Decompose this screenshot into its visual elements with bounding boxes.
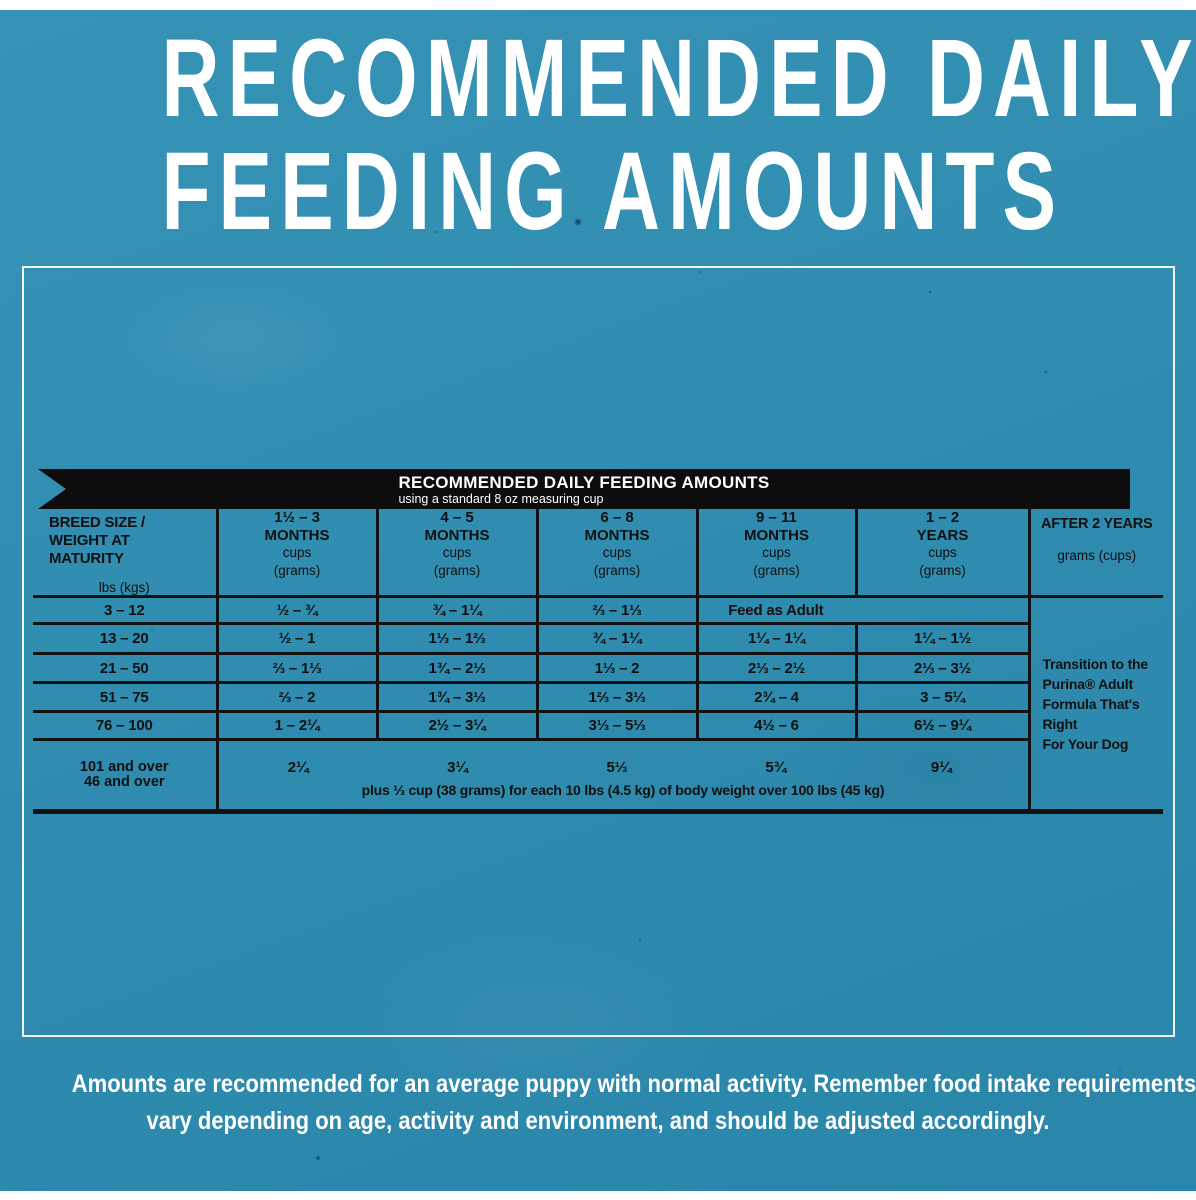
amount-cell: 1⅓ – 2: [537, 652, 699, 683]
header-unit-grams: (grams): [273, 562, 321, 578]
table-header-row: BREED SIZE / WEIGHT AT MATURITY lbs (kgs…: [33, 509, 1163, 598]
amount-cell: 2¼: [287, 759, 309, 776]
amount-cell: 5¾: [765, 759, 787, 776]
header-1-2-years: 1 – 2 YEARS cups (grams): [856, 509, 1031, 598]
header-range: 9 – 11: [756, 509, 797, 526]
header-unit-grams: (grams): [433, 562, 481, 578]
header-range: 4 – 5: [440, 509, 474, 526]
table-outline-box: [22, 266, 1175, 1037]
header-unit-cups: cups: [762, 545, 791, 560]
amount-cell: 1¾ – 3⅓: [377, 681, 539, 712]
table-row-21-50: 21 – 50 ⅔ – 1⅓ 1¾ – 2⅓ 1⅓ – 2 2⅓ – 2½ 2⅓…: [33, 652, 1163, 683]
table-row-51-75: 51 – 75 ⅔ – 2 1¾ – 3⅓ 1⅔ – 3⅓ 2¾ – 4 3 –…: [33, 681, 1163, 712]
page-title-line2: FEEDING AMOUNTS: [161, 130, 1065, 253]
page-title: RECOMMENDED DAILY FEEDING AMOUNTS: [0, 22, 1196, 248]
weight-cell: 21 – 50: [33, 652, 219, 683]
footer-disclaimer: Amounts are recommended for an average p…: [0, 1066, 1196, 1140]
transition-note-line: Purina® Adult: [1042, 675, 1134, 692]
footer-line1: Amounts are recommended for an average p…: [71, 1070, 1196, 1098]
header-unit-grams: (grams): [753, 562, 800, 578]
last-row-merged-cell: 2¼ 3¼ 5⅓ 5¾ 9¼ plus ⅓ cup (38 grams) for…: [217, 738, 1031, 814]
amount-cell: 3⅓ – 5⅓: [537, 710, 699, 740]
header-period: MONTHS: [424, 526, 490, 544]
header-1-5-3-months: 1½ – 3 MONTHS cups (grams): [217, 509, 379, 598]
amount-cell: 2¾ – 4: [697, 681, 858, 712]
table-row-13-20: 13 – 20 ½ – 1 1⅓ – 1⅔ ¾ – 1¼ 1¼ – 1¼ 1¼ …: [33, 622, 1163, 654]
footer-line2: vary depending on age, activity and envi…: [146, 1107, 1050, 1135]
header-unit-cups: cups: [282, 545, 312, 560]
table-row-3-12: 3 – 12 ½ – ¾ ¾ – 1¼ ⅔ – 1⅓ Feed as Adult…: [33, 595, 1163, 814]
table-banner-subtitle: using a standard 8 oz measuring cup: [398, 492, 604, 506]
header-range: 1 – 2: [925, 509, 960, 526]
weight-line1: 101 and over: [79, 759, 169, 775]
header-breed-size-title: BREED SIZE / WEIGHT AT MATURITY: [49, 514, 145, 567]
amount-cell: 4½ – 6: [697, 710, 858, 740]
amount-cell: 5⅓: [606, 759, 628, 776]
header-period: MONTHS: [264, 526, 330, 544]
table-banner-ribbon: RECOMMENDED DAILY FEEDING AMOUNTS using …: [38, 469, 1130, 509]
transition-note-line: Formula That's Right: [1042, 695, 1140, 732]
header-after-title: AFTER 2 YEARS: [1040, 516, 1153, 532]
header-breed-size: BREED SIZE / WEIGHT AT MATURITY lbs (kgs…: [33, 509, 219, 598]
amount-cell: ¾ – 1¼: [537, 622, 699, 654]
amount-cell: ½ – 1: [217, 622, 379, 654]
amount-cell: ⅔ – 1⅓: [217, 652, 379, 683]
amount-cell: 2½ – 3¼: [377, 710, 539, 740]
weight-cell: 76 – 100: [33, 710, 219, 740]
transition-note-cell: Transition to the Purina® Adult Formula …: [1029, 595, 1164, 814]
weight-cell: 13 – 20: [33, 622, 219, 654]
amount-cell: 2⅓ – 2½: [697, 652, 858, 683]
transition-note: Transition to the Purina® Adult Formula …: [1031, 654, 1164, 754]
amount-cell: 2⅓ – 3½: [856, 652, 1031, 683]
header-breed-size-unit: lbs (kgs): [98, 580, 150, 595]
amount-cell: 1 – 2¼: [217, 710, 379, 740]
amount-cell: 3¼: [447, 759, 468, 776]
header-4-5-months: 4 – 5 MONTHS cups (grams): [377, 509, 539, 598]
header-unit-cups: cups: [928, 545, 957, 560]
header-range: 1½ – 3: [274, 509, 320, 526]
header-unit-cups: cups: [602, 545, 632, 560]
header-period: MONTHS: [744, 526, 809, 544]
amount-cell: 9¼: [930, 759, 952, 776]
page-title-line1: RECOMMENDED DAILY: [161, 17, 1196, 140]
header-period: MONTHS: [584, 526, 650, 544]
weight-cell: 3 – 12: [33, 595, 219, 624]
header-after-2-years: AFTER 2 YEARS grams (cups): [1029, 509, 1163, 598]
feed-as-adult-label: Feed as Adult: [728, 601, 824, 619]
amount-cell: 3 – 5¼: [856, 681, 1031, 712]
header-unit-grams: (grams): [593, 562, 641, 578]
amount-cell: 1⅓ – 1⅔: [377, 622, 539, 654]
last-row-values: 2¼ 3¼ 5⅓ 5¾ 9¼: [219, 752, 1028, 776]
amount-cell: ⅔ – 2: [217, 681, 379, 712]
amount-cell: 1¼ – 1½: [856, 622, 1031, 654]
table-row-101-and-over: 101 and over 46 and over 2¼ 3¼ 5⅓ 5¾ 9¼ …: [33, 738, 1163, 814]
header-range: 6 – 8: [600, 509, 634, 526]
feed-as-adult-cell: Feed as Adult: [697, 595, 1031, 624]
header-unit-grams: (grams): [919, 562, 966, 578]
weight-cell-101-over: 101 and over 46 and over: [33, 738, 219, 814]
weight-line2: 46 and over: [83, 774, 165, 790]
table-row-76-100: 76 – 100 1 – 2¼ 2½ – 3¼ 3⅓ – 5⅓ 4½ – 6 6…: [33, 710, 1163, 740]
weight-cell: 51 – 75: [33, 681, 219, 712]
header-unit-cups: cups: [442, 545, 472, 560]
amount-cell: 6½ – 9¼: [856, 710, 1031, 740]
bottom-white-strip: [0, 1191, 1196, 1200]
extra-weight-note: plus ⅓ cup (38 grams) for each 10 lbs (4…: [361, 782, 885, 798]
table-banner-text: RECOMMENDED DAILY FEEDING AMOUNTS using …: [398, 472, 769, 506]
amount-cell: ½ – ¾: [217, 595, 379, 624]
transition-note-line: Transition to the: [1042, 655, 1149, 672]
feeding-amounts-table: BREED SIZE / WEIGHT AT MATURITY lbs (kgs…: [33, 509, 1163, 814]
header-9-11-months: 9 – 11 MONTHS cups (grams): [697, 509, 858, 598]
amount-cell: ⅔ – 1⅓: [537, 595, 699, 624]
header-6-8-months: 6 – 8 MONTHS cups (grams): [537, 509, 699, 598]
header-period: YEARS: [916, 526, 969, 544]
amount-cell: 1¾ – 2⅓: [377, 652, 539, 683]
table-banner-title: RECOMMENDED DAILY FEEDING AMOUNTS: [398, 473, 770, 492]
amount-cell: 1¼ – 1¼: [697, 622, 858, 654]
transition-note-line: For Your Dog: [1042, 735, 1129, 752]
header-after-unit: grams (cups): [1057, 548, 1137, 563]
amount-cell: 1⅔ – 3⅓: [537, 681, 699, 712]
amount-cell: ¾ – 1¼: [377, 595, 539, 624]
